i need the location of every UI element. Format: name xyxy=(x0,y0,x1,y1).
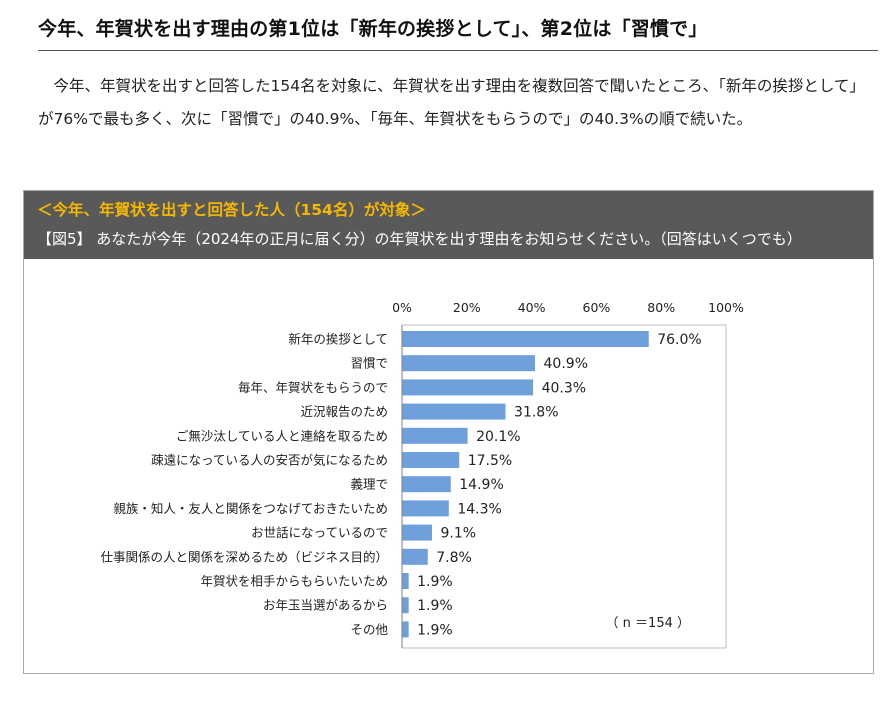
figure-header: ＜今年、年賀状を出すと回答した人（154名）が対象＞ 【図5】 あなたが今年（2… xyxy=(24,191,873,259)
value-label: 1.9% xyxy=(417,622,453,638)
value-label: 20.1% xyxy=(476,429,520,445)
value-label: 76.0% xyxy=(657,332,701,348)
category-label: お世話になっているので xyxy=(251,525,388,540)
x-tick-label: 20% xyxy=(453,300,481,315)
category-label: 習慣で xyxy=(350,356,388,371)
value-label: 14.9% xyxy=(459,477,503,493)
figure-panel: ＜今年、年賀状を出すと回答した人（154名）が対象＞ 【図5】 あなたが今年（2… xyxy=(23,190,874,674)
value-label: 14.3% xyxy=(457,501,501,517)
value-label: 7.8% xyxy=(436,550,472,566)
category-label: ご無沙汰している人と連絡を取るため xyxy=(176,428,388,443)
value-label: 1.9% xyxy=(417,574,453,590)
bar xyxy=(402,476,451,493)
lead-paragraph: 今年、年賀状を出すと回答した154名を対象に、年賀状を出す理由を複数回答で聞いた… xyxy=(38,77,858,128)
value-label: 40.3% xyxy=(542,380,586,396)
value-labels: 76.0% 40.9% 40.3% 31.8% 20.1% 17.5% 14.9% 14.3%… xyxy=(417,332,702,638)
value-label: 9.1% xyxy=(440,526,476,542)
x-tick-label: 80% xyxy=(647,300,675,315)
bar xyxy=(402,597,409,614)
bar xyxy=(402,331,649,347)
bar xyxy=(402,427,468,444)
category-label: 仕事関係の人と関係を深めるため（ビジネス目的） xyxy=(100,549,388,564)
x-axis-ticks: 0% 20% 40% 60% 80% 100% xyxy=(392,300,744,315)
category-label: お年玉当選があるから xyxy=(263,598,388,613)
x-tick-label: 0% xyxy=(392,300,412,315)
category-label: 義理で xyxy=(350,477,388,492)
category-labels: 新年の挨拶として習慣で毎年、年賀状をもらうので近況報告のためご無沙汰している人と… xyxy=(100,332,388,637)
bars xyxy=(402,331,649,638)
bar xyxy=(402,524,432,541)
bar xyxy=(402,355,536,372)
value-label: 31.8% xyxy=(514,405,558,421)
figure-subheading: ＜今年、年賀状を出すと回答した人（154名）が対象＞ xyxy=(37,201,426,219)
x-tick-label: 40% xyxy=(518,300,546,315)
value-label: 1.9% xyxy=(417,598,453,614)
x-tick-label: 60% xyxy=(583,300,611,315)
figure-title: 【図5】 あなたが今年（2024年の正月に届く分）の年賀状を出す理由をお知らせく… xyxy=(37,230,802,248)
category-label: 疎遠になっている人の安否が気になるため xyxy=(151,453,388,468)
category-label: 新年の挨拶として xyxy=(288,332,388,347)
category-label: 年賀状を相手からもらいたいため xyxy=(200,574,388,589)
category-label: 親族・知人・友人と関係をつなげておきたいため xyxy=(113,501,388,516)
bar xyxy=(402,548,428,565)
category-label: 毎年、年賀状をもらうので xyxy=(238,380,388,395)
bar xyxy=(402,379,534,396)
x-tick-label: 100% xyxy=(708,300,744,315)
bar xyxy=(402,452,460,468)
bar xyxy=(402,573,409,589)
category-label: 近況報告のため xyxy=(300,404,388,419)
value-label: 17.5% xyxy=(468,453,512,469)
bar xyxy=(402,500,449,517)
bar xyxy=(402,403,506,420)
sample-size-note: （ n ＝154 ） xyxy=(606,616,690,631)
category-label: その他 xyxy=(350,622,388,637)
value-label: 40.9% xyxy=(544,356,588,372)
bar xyxy=(402,621,409,638)
headline: 今年、年賀状を出す理由の第1位は「新年の挨拶として」、第2位は「習慣で」 xyxy=(38,14,878,51)
plot-area xyxy=(401,324,727,649)
